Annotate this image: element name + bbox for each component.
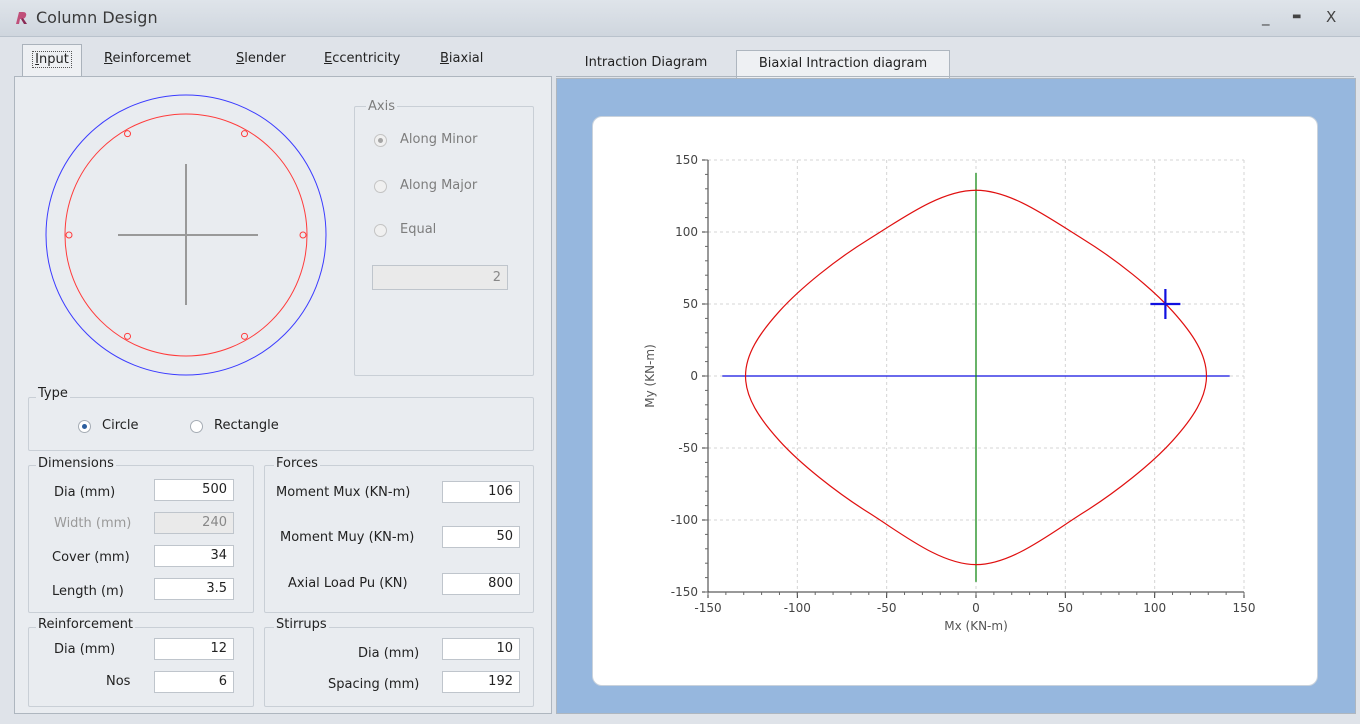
stirrup-dia-field[interactable]: 10 xyxy=(442,638,520,660)
cover-label: Cover (mm) xyxy=(52,550,130,565)
tab-input-key: I xyxy=(35,52,39,67)
x-tick-label-0: -150 xyxy=(694,601,721,615)
tab-reinforcement-label: einforcemet xyxy=(112,51,191,66)
tab-reinforcement[interactable]: Reinforcemet xyxy=(104,44,191,74)
axis-group xyxy=(354,106,534,376)
y-tick-label-3: 0 xyxy=(690,369,698,383)
dia-label: Dia (mm) xyxy=(54,485,116,500)
tab-slender-label: lender xyxy=(244,51,286,66)
x-tick-label-4: 50 xyxy=(1058,601,1073,615)
title-bar: Column Design _ ▬ X xyxy=(0,0,1360,37)
chart-card xyxy=(592,116,1318,686)
width-field[interactable]: 240 xyxy=(154,512,234,534)
bar-dia-field[interactable]: 12 xyxy=(154,638,234,660)
chart-ticks: -150 -100 -50 0 50 100 150 -150 -100 -50 0 50 100 150 xyxy=(671,153,1256,615)
nos-label: Nos xyxy=(106,674,131,689)
maximize-button[interactable]: ▬ xyxy=(1292,11,1302,22)
tab-eccentricity-label: ccentricity xyxy=(332,51,401,66)
rebar-2 xyxy=(241,332,248,340)
tab-interaction-diagram[interactable]: Intraction Diagram xyxy=(584,55,708,70)
rebar-4 xyxy=(65,231,73,239)
column-section-drawing xyxy=(45,94,327,376)
stirrup-dia-label: Dia (mm) xyxy=(358,646,420,661)
axis-ratio-field[interactable]: 2 xyxy=(372,265,508,290)
radio-circle[interactable] xyxy=(78,420,91,433)
length-field[interactable]: 3.5 xyxy=(154,578,234,600)
rebar-1 xyxy=(299,231,307,239)
inner-circle xyxy=(64,113,308,357)
rebar-5 xyxy=(124,130,131,138)
along-minor-label: Along Minor xyxy=(400,132,478,147)
nos-field[interactable]: 6 xyxy=(154,671,234,693)
stirrups-title: Stirrups xyxy=(274,617,329,632)
rectangle-label: Rectangle xyxy=(214,418,279,433)
spacing-field[interactable]: 192 xyxy=(442,671,520,693)
tab-biaxial-interaction-diagram[interactable]: Biaxial Intraction diagram xyxy=(736,50,950,79)
tab-slender[interactable]: Slender xyxy=(236,44,286,74)
cover-field[interactable]: 34 xyxy=(154,545,234,567)
x-axis-label: Mx (KN-m) xyxy=(944,619,1008,633)
radio-equal[interactable] xyxy=(374,224,387,237)
spacing-label: Spacing (mm) xyxy=(328,677,420,692)
radio-along-minor[interactable] xyxy=(374,134,387,147)
width-label: Width (mm) xyxy=(54,516,132,531)
app-icon xyxy=(16,12,27,24)
dia-field[interactable]: 500 xyxy=(154,479,234,501)
rebar-3 xyxy=(124,332,131,340)
radio-rectangle[interactable] xyxy=(190,420,203,433)
y-tick-label-5: 100 xyxy=(675,225,698,239)
type-group-title: Type xyxy=(36,386,70,401)
y-tick-label-0: -150 xyxy=(671,585,698,599)
x-tick-label-5: 100 xyxy=(1143,601,1166,615)
along-major-label: Along Major xyxy=(400,178,478,193)
dimensions-title: Dimensions xyxy=(36,456,116,471)
tab-biaxial-key: B xyxy=(440,51,449,66)
tab-input-label: nput xyxy=(39,52,69,67)
mux-field[interactable]: 106 xyxy=(442,481,520,503)
minimize-button[interactable]: _ xyxy=(1262,8,1270,26)
circle-label: Circle xyxy=(102,418,139,433)
forces-title: Forces xyxy=(274,456,320,471)
y-tick-label-2: -50 xyxy=(678,441,698,455)
tab-eccentricity-key: E xyxy=(324,51,333,66)
tab-strip-border xyxy=(556,76,1354,77)
axis-group-title: Axis xyxy=(366,99,397,114)
y-tick-label-4: 50 xyxy=(683,297,698,311)
tab-reinforcement-key: R xyxy=(104,51,113,66)
rebar-6 xyxy=(241,130,248,138)
y-axis-label: My (KN-m) xyxy=(643,344,657,408)
type-group xyxy=(28,397,534,451)
equal-label: Equal xyxy=(400,222,437,237)
length-label: Length (m) xyxy=(52,584,124,599)
y-tick-label-1: -100 xyxy=(671,513,698,527)
reinforcement-title: Reinforcement xyxy=(36,617,136,632)
tab-input[interactable]: Input xyxy=(22,44,82,77)
x-tick-label-3: 0 xyxy=(972,601,980,615)
rebar-group xyxy=(65,130,307,340)
x-tick-label-1: -100 xyxy=(784,601,811,615)
radio-along-major[interactable] xyxy=(374,180,387,193)
tab-biaxial-label: iaxial xyxy=(448,51,484,66)
interaction-curve xyxy=(744,189,1208,566)
mux-label: Moment Mux (KN-m) xyxy=(276,485,411,500)
close-button[interactable]: X xyxy=(1326,8,1337,26)
biaxial-interaction-chart: -150 -100 -50 0 50 100 150 -150 -100 -50 0 50 100 150… xyxy=(643,153,1256,633)
chart-plot xyxy=(722,172,1230,582)
x-tick-label-6: 150 xyxy=(1233,601,1256,615)
muy-field[interactable]: 50 xyxy=(442,526,520,548)
tab-biaxial[interactable]: Biaxial xyxy=(440,44,483,74)
tab-eccentricity[interactable]: Eccentricity xyxy=(324,44,400,74)
pu-label: Axial Load Pu (KN) xyxy=(288,576,408,591)
y-tick-label-6: 150 xyxy=(675,153,698,167)
tab-slender-key: S xyxy=(236,51,245,66)
x-tick-label-2: -50 xyxy=(877,601,897,615)
window-title: Column Design xyxy=(36,8,158,27)
muy-label: Moment Muy (KN-m) xyxy=(280,530,415,545)
outer-circle xyxy=(45,94,327,376)
bar-dia-label: Dia (mm) xyxy=(54,642,116,657)
pu-field[interactable]: 800 xyxy=(442,573,520,595)
